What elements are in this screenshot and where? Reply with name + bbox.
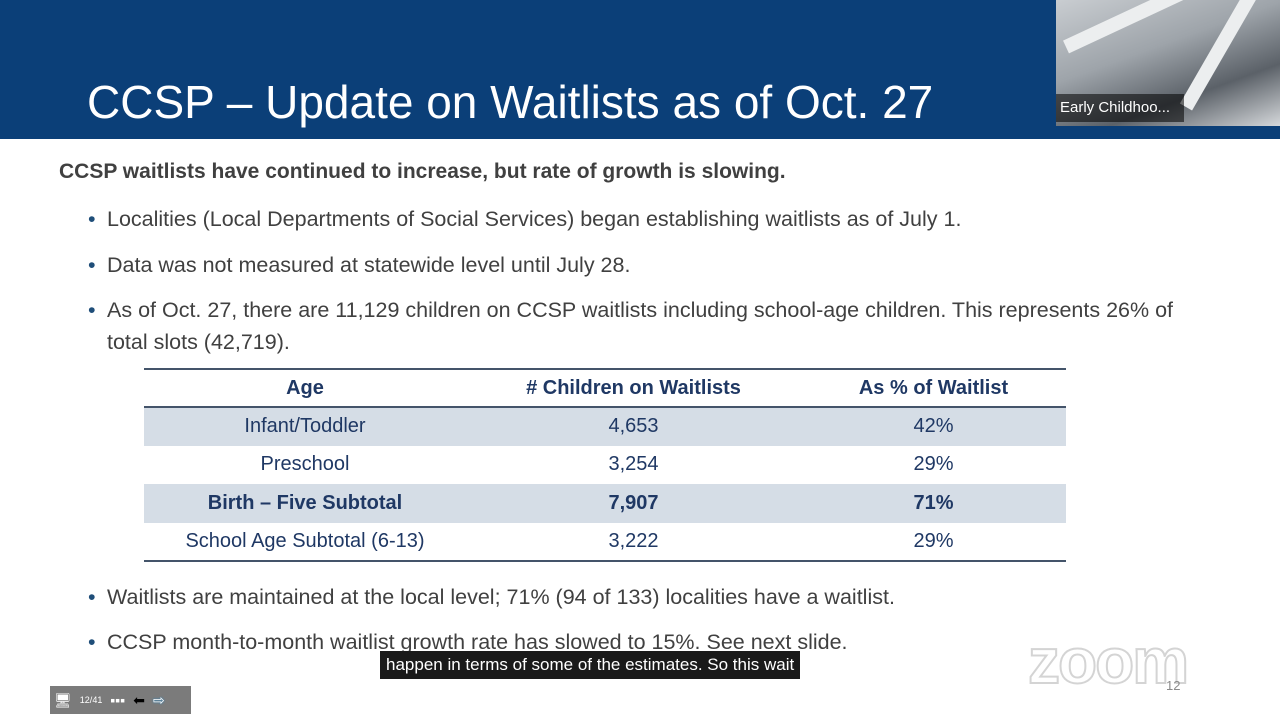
slide-counter[interactable]: 12/41 xyxy=(79,695,103,705)
live-caption: happen in terms of some of the estimates… xyxy=(380,651,801,679)
cell: 3,254 xyxy=(608,453,659,476)
cell: 42% xyxy=(801,407,1066,446)
bullet-item: • Data was not measured at statewide leve… xyxy=(88,249,630,281)
column-header: Age xyxy=(144,368,466,408)
previous-arrow-icon[interactable]: ⬅ xyxy=(133,691,145,708)
table-row: Preschool 3,254 29% xyxy=(144,446,1066,485)
bullet-icon: • xyxy=(88,298,96,322)
video-scene xyxy=(1063,0,1214,54)
cell: 3,222 xyxy=(466,522,801,562)
table-header-row: Age # Children on Waitlists As % of Wait… xyxy=(144,368,1066,408)
slideshow-toolbar: 🖥 12/41 ▪▪▪ ⬅ ⇨ xyxy=(50,686,191,714)
bullet-item: • Localities (Local Departments of Social… xyxy=(88,203,961,235)
cell: Infant/Toddler xyxy=(144,407,466,446)
video-scene xyxy=(1179,0,1258,111)
column-header: # Children on Waitlists xyxy=(466,368,801,408)
cell: 71% xyxy=(801,484,1066,523)
cell: Birth – Five Subtotal xyxy=(144,484,466,523)
cell: School Age Subtotal (6-13) xyxy=(144,522,466,562)
cell: Preschool xyxy=(260,453,350,476)
bullet-icon: • xyxy=(88,585,96,609)
bullet-item: • Waitlists are maintained at the local l… xyxy=(88,581,895,613)
cell: 7,907 xyxy=(466,484,801,523)
lead-statement: CCSP waitlists have continued to increas… xyxy=(59,160,786,183)
slide-title: CCSP – Update on Waitlists as of Oct. 27 xyxy=(87,76,934,128)
bullet-icon: • xyxy=(88,630,96,654)
cell: 4,653 xyxy=(466,407,801,446)
participant-name: Early Childhoo... xyxy=(1056,94,1184,122)
bullet-icon: • xyxy=(88,207,96,231)
bullet-item: • CCSP month-to-month waitlist growth rat… xyxy=(88,626,848,658)
bullet-icon: • xyxy=(88,253,96,277)
table-row: Infant/Toddler 4,653 42% xyxy=(144,407,1066,446)
end-show-icon[interactable]: 🖥 xyxy=(54,691,72,708)
column-header: As % of Waitlist xyxy=(801,368,1066,408)
page-number: 12 xyxy=(1166,678,1181,693)
bullet-item: • As of Oct. 27, there are 11,129 childre… xyxy=(88,294,1198,358)
zoom-watermark: zoom xyxy=(1027,624,1190,698)
next-arrow-icon[interactable]: ⇨ xyxy=(152,691,165,708)
cell: 29% xyxy=(913,453,954,476)
participant-video-thumbnail[interactable]: Early Childhoo... xyxy=(1056,0,1280,126)
more-icon[interactable]: ▪▪▪ xyxy=(110,692,126,708)
table-row: School Age Subtotal (6-13) 3,222 29% xyxy=(144,522,1066,562)
table-row-subtotal: Birth – Five Subtotal 7,907 71% xyxy=(144,484,1066,523)
cell: 29% xyxy=(801,522,1066,562)
waitlist-table: Age # Children on Waitlists As % of Wait… xyxy=(144,368,1066,562)
